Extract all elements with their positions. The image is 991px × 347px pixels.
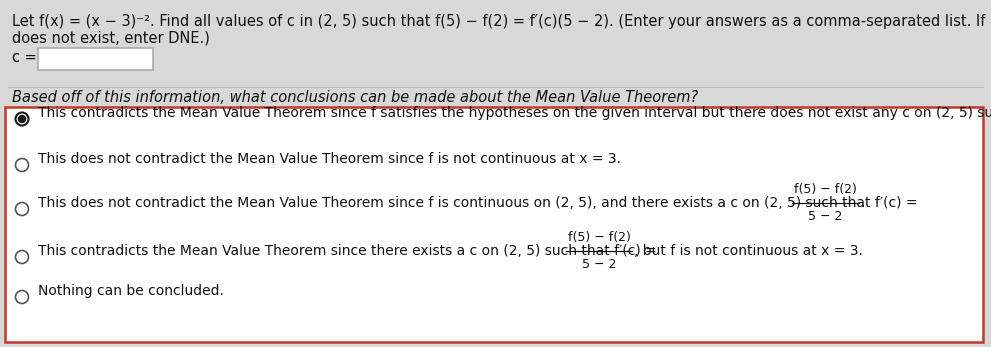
- Text: This contradicts the Mean Value Theorem since f satisfies the hypotheses on the : This contradicts the Mean Value Theorem …: [38, 106, 991, 120]
- Text: f(5) − f(2): f(5) − f(2): [568, 231, 630, 244]
- FancyBboxPatch shape: [5, 107, 983, 342]
- FancyBboxPatch shape: [38, 48, 153, 70]
- Text: This does not contradict the Mean Value Theorem since f is continuous on (2, 5),: This does not contradict the Mean Value …: [38, 196, 922, 210]
- Text: This does not contradict the Mean Value Theorem since f is not continuous at x =: This does not contradict the Mean Value …: [38, 152, 621, 166]
- Text: .: .: [860, 196, 865, 210]
- Text: This contradicts the Mean Value Theorem since there exists a c on (2, 5) such th: This contradicts the Mean Value Theorem …: [38, 244, 661, 258]
- Circle shape: [19, 116, 26, 122]
- Text: 5 − 2: 5 − 2: [582, 258, 616, 271]
- Text: Let f(x) = (x − 3)⁻². Find all values of c in (2, 5) such that f(5) − f(2) = f′(: Let f(x) = (x − 3)⁻². Find all values of…: [12, 14, 991, 29]
- Text: Nothing can be concluded.: Nothing can be concluded.: [38, 284, 224, 298]
- Text: does not exist, enter DNE.): does not exist, enter DNE.): [12, 30, 210, 45]
- Text: Based off of this information, what conclusions can be made about the Mean Value: Based off of this information, what conc…: [12, 90, 699, 105]
- Text: , but f is not continuous at x = 3.: , but f is not continuous at x = 3.: [634, 244, 863, 258]
- Text: f(5) − f(2): f(5) − f(2): [794, 183, 856, 196]
- Text: 5 − 2: 5 − 2: [808, 210, 842, 223]
- Text: c =: c =: [12, 50, 37, 65]
